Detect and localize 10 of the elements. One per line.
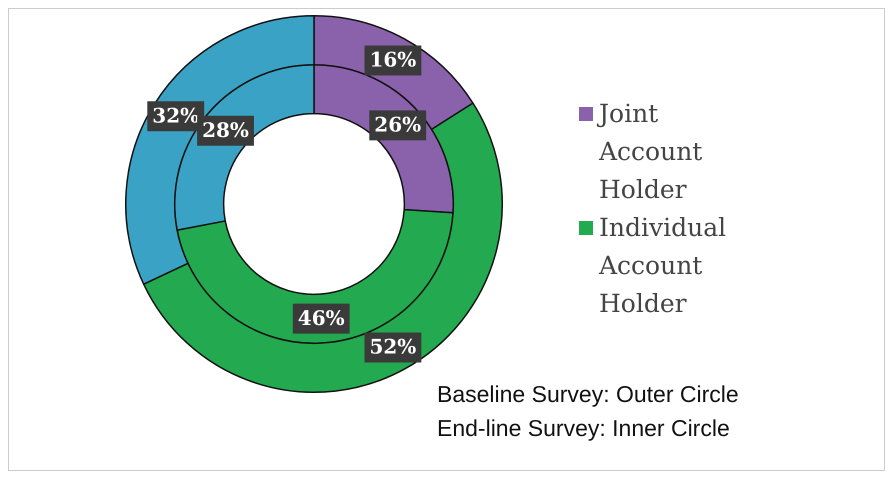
- legend-label: Individual Account Holder: [599, 212, 728, 320]
- text: End-line Survey: Inner Circle: [437, 414, 731, 443]
- data-label: 16%: [369, 48, 416, 72]
- data-label: 46%: [298, 306, 345, 330]
- data-label: 28%: [202, 118, 249, 142]
- data-label: 32%: [152, 103, 200, 128]
- data-label: 26%: [374, 112, 422, 137]
- text: Baseline Survey: Outer Circle: [437, 380, 739, 409]
- legend-label: Joint Account Holder: [599, 98, 704, 206]
- data-label: 52%: [369, 334, 416, 359]
